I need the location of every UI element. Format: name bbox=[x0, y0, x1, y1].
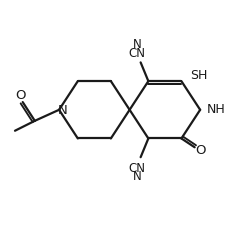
Text: N: N bbox=[133, 38, 142, 51]
Text: NH: NH bbox=[207, 103, 226, 116]
Text: SH: SH bbox=[190, 69, 207, 82]
Text: O: O bbox=[196, 143, 206, 156]
Text: N: N bbox=[58, 104, 68, 117]
Text: O: O bbox=[15, 88, 26, 101]
Text: CN: CN bbox=[129, 161, 146, 174]
Text: N: N bbox=[133, 170, 142, 183]
Text: CN: CN bbox=[129, 47, 146, 60]
